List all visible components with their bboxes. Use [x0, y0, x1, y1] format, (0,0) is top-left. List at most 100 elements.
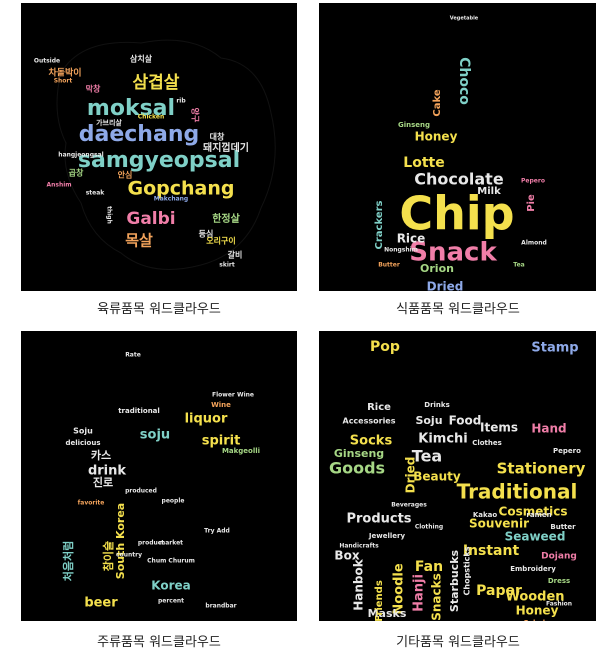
- cloud-word: Noodle: [392, 563, 407, 615]
- cloud-word: Milk: [477, 186, 501, 197]
- cloud-word: Chopsticks: [463, 546, 472, 595]
- cloud-word: 등심: [199, 229, 214, 239]
- cloud-word: brandbar: [205, 603, 236, 610]
- cloud-word: Instant: [463, 543, 520, 559]
- cloud-word: Paper: [476, 583, 522, 599]
- wordcloud-panel-food: Chip Snack Chocolate Lotte Choco Honey Dried Or…: [319, 3, 596, 291]
- cloud-word: Products: [346, 512, 411, 527]
- cloud-word: rib: [176, 98, 186, 105]
- cloud-word: Crackers: [374, 200, 385, 249]
- cloud-word: 갈비: [228, 250, 243, 260]
- cloud-word: Wine: [211, 401, 231, 409]
- cloud-word: Food: [449, 414, 482, 428]
- caption-food: 식품품목 워드클라우드: [396, 302, 520, 317]
- cloud-word: Chicken: [138, 114, 164, 121]
- cloud-word: Soju: [73, 427, 93, 436]
- cloud-word: Chum Churum: [147, 558, 195, 565]
- cloud-word: Butter: [550, 523, 576, 531]
- cloud-word: Makgeolli: [222, 447, 260, 455]
- cloud-word: 진로: [93, 475, 113, 489]
- cloud-word: Rice: [397, 232, 426, 246]
- cloud-word: Dojang: [541, 552, 577, 562]
- cloud-word: Makchang: [154, 196, 188, 203]
- cloud-word: Drinks: [424, 401, 449, 409]
- cloud-word: samgyeopsal: [78, 148, 240, 173]
- cloud-word: Dress: [548, 577, 570, 585]
- cloud-word: Clothing: [415, 524, 443, 531]
- cloud-word: ramen: [526, 511, 551, 519]
- cloud-word: Dried: [404, 457, 418, 494]
- cloud-word: Chocolate: [414, 170, 504, 189]
- cloud-word: market: [159, 540, 183, 547]
- cloud-word: Honey: [516, 604, 559, 618]
- cloud-word: Dried: [427, 280, 464, 292]
- cloud-word: 대창: [210, 132, 225, 142]
- cloud-word: Cake: [432, 89, 443, 116]
- cloud-word: 한정살: [212, 212, 240, 225]
- cloud-word: liquor: [185, 412, 228, 427]
- cloud-word: Accessories: [343, 417, 396, 426]
- cloud-word: Embroidery: [510, 565, 556, 573]
- wordcloud-panel-others: Traditional Stationery Goods Tea Kimchi Socks…: [319, 331, 596, 621]
- cloud-word: Anshim: [46, 182, 71, 189]
- caption-meat: 육류품목 워드클라우드: [97, 302, 221, 317]
- cloud-word: Hanbok: [352, 558, 366, 611]
- cloud-word: Beauty: [413, 470, 461, 484]
- cloud-word: Tea: [513, 262, 524, 269]
- cloud-word: Fan: [415, 559, 443, 575]
- cloud-word: Handicrafts: [339, 543, 379, 550]
- cloud-word: produced: [125, 488, 157, 495]
- cloud-word: country: [116, 552, 142, 559]
- cloud-word: Ginseng: [334, 447, 384, 460]
- cloud-word: 양구: [191, 108, 201, 123]
- cloud-word: Kimchi: [418, 432, 468, 447]
- cloud-word: Jewellery: [368, 532, 406, 540]
- cloud-word: Hanji: [412, 574, 427, 612]
- cloud-word: Almond: [521, 240, 547, 247]
- cloud-word: Short: [54, 78, 73, 85]
- cloud-word: Masks: [368, 607, 407, 620]
- cloud-word: 곱창: [69, 168, 84, 178]
- cloud-word: Outside: [34, 58, 60, 65]
- cloud-word: Wooden: [505, 590, 564, 605]
- cloud-word: 삼겹살: [133, 73, 180, 93]
- cloud-word: Butter: [378, 262, 400, 269]
- cloud-word: Honey: [415, 130, 458, 144]
- cloud-word: Pepero: [521, 178, 545, 185]
- cloud-word: Rice: [367, 402, 391, 413]
- cloud-word: Chip: [399, 187, 514, 241]
- cloud-word: steak: [86, 190, 106, 197]
- cloud-word: Nongshim: [384, 247, 418, 254]
- wordcloud-panel-meat: samgyeopsal daechang moksal Gopchang Galbi 삼겹…: [21, 3, 297, 291]
- cloud-word: Hand: [531, 422, 566, 436]
- cloud-word: people: [162, 498, 185, 505]
- cloud-word: percent: [158, 598, 184, 605]
- cloud-word: beer: [84, 596, 118, 611]
- cloud-word: Stationery: [497, 460, 586, 478]
- cloud-word: Ginseng: [398, 121, 430, 129]
- cloud-word: Korea: [151, 579, 191, 593]
- cloud-word: drink: [88, 464, 126, 479]
- cloud-word: Beverages: [391, 502, 427, 509]
- wordcloud-panel-liquor: soju spirit liquor drink Korea beer South Kore…: [21, 331, 297, 621]
- cloud-word: Galbi: [126, 209, 175, 229]
- cloud-word: Kakao: [473, 511, 498, 519]
- cloud-word: 참이슬: [101, 541, 115, 571]
- cloud-word: Lotte: [403, 155, 444, 171]
- cloud-word: Rate: [125, 352, 141, 359]
- cloud-word: Clothes: [472, 439, 502, 447]
- cloud-word: Try Add: [204, 528, 230, 535]
- cloud-word: Items: [480, 421, 518, 435]
- cloud-word: 차돌박이: [48, 67, 81, 79]
- cloud-word: Orion: [420, 262, 454, 275]
- cloud-word: spirit: [202, 434, 241, 449]
- wordcloud-liquor: soju spirit liquor drink Korea beer South Kore…: [61, 352, 260, 611]
- cloud-word: Snack: [409, 238, 497, 268]
- cloud-word: moksal: [87, 96, 175, 121]
- cloud-word: Fashion: [546, 601, 572, 608]
- cloud-word: 오리구이: [206, 236, 235, 246]
- cloud-word: traditional: [118, 407, 160, 415]
- cloud-word: Gopchang: [128, 178, 235, 200]
- cloud-word: Soju: [415, 414, 442, 427]
